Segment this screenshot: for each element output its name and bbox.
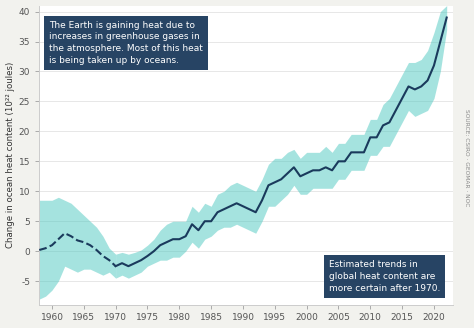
Y-axis label: Change in ocean heat content (10²² joules): Change in ocean heat content (10²² joule… (6, 62, 15, 248)
Text: SOURCE: CSIRO · GEOMAR · NOC: SOURCE: CSIRO · GEOMAR · NOC (465, 109, 469, 206)
Text: Estimated trends in
global heat content are
more certain after 1970.: Estimated trends in global heat content … (329, 260, 440, 293)
Text: The Earth is gaining heat due to
increases in greenhouse gases in
the atmosphere: The Earth is gaining heat due to increas… (49, 21, 203, 65)
